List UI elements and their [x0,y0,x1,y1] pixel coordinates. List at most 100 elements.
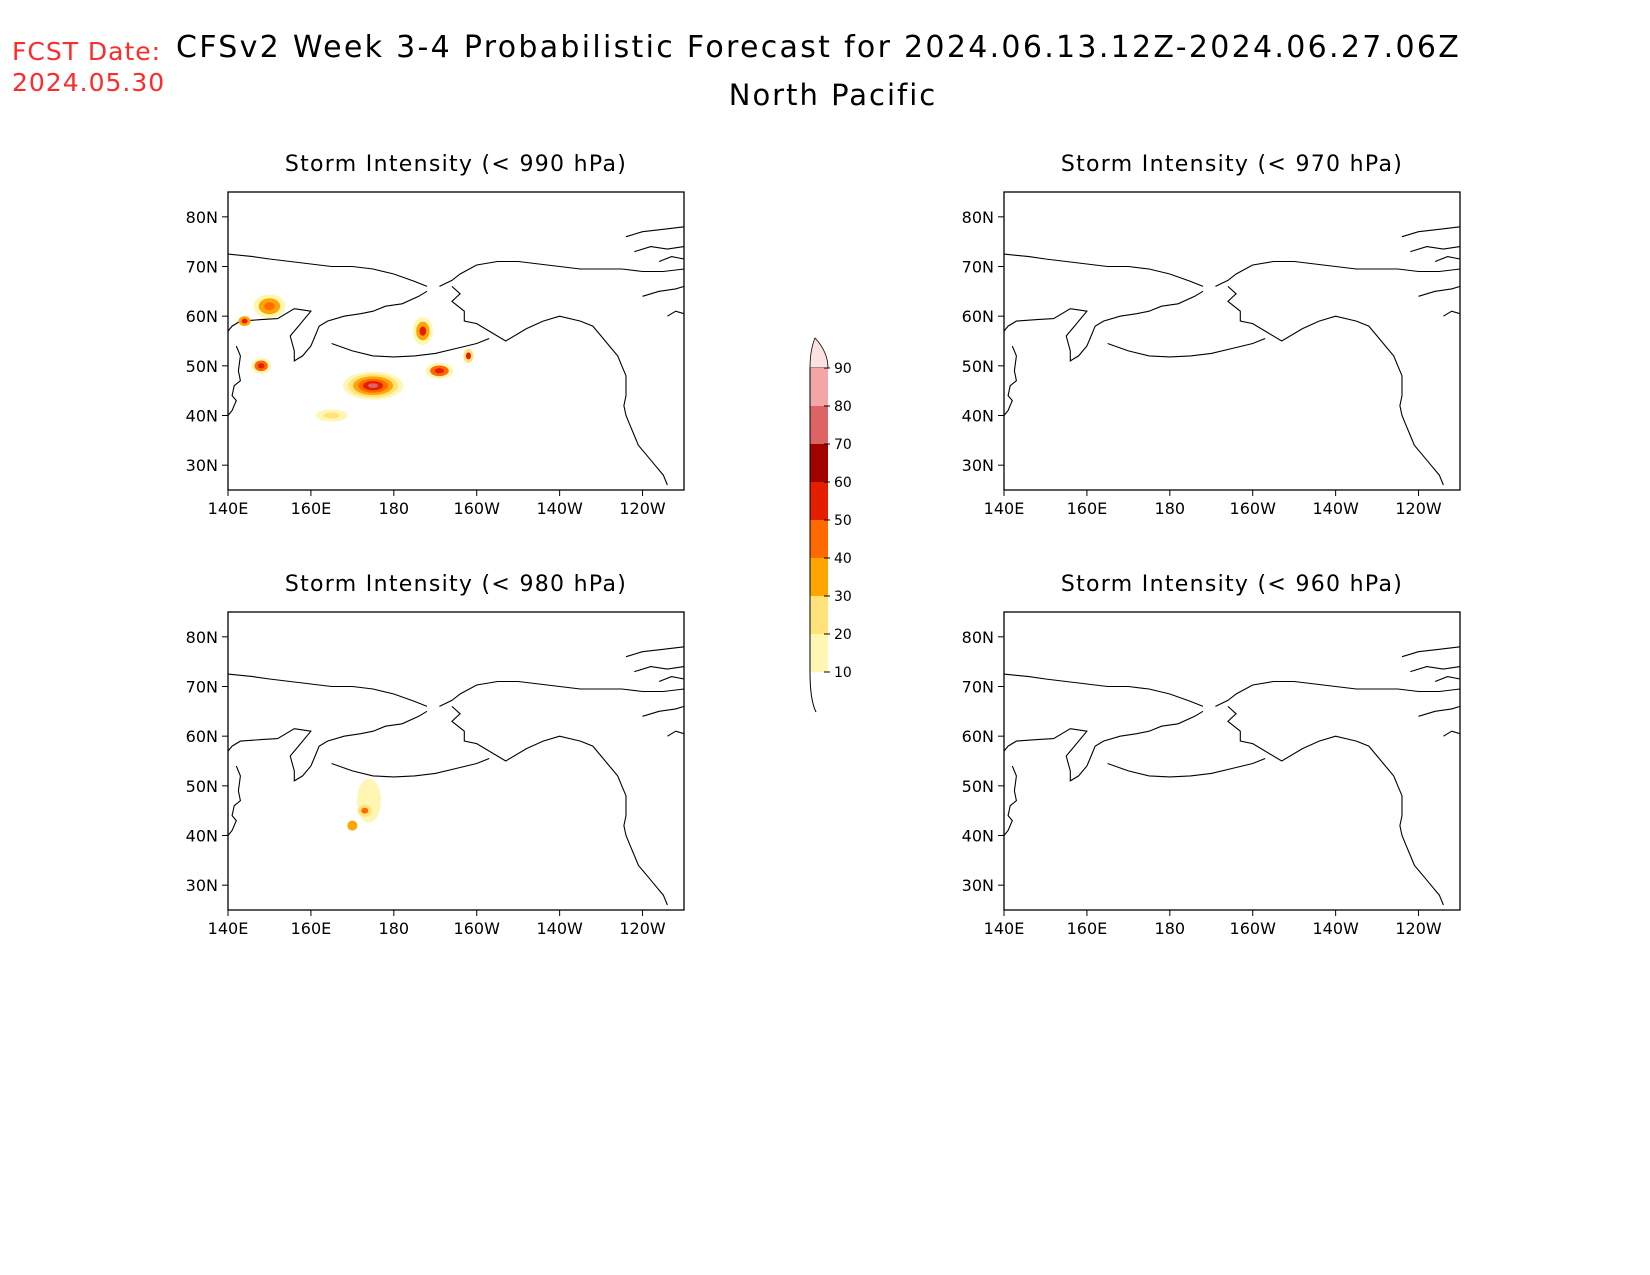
lat-label: 70N [186,258,218,277]
lon-label: 160E [1067,919,1108,938]
map-panel-980: 80N 70N 60N 50N 40N 30N 140E 160E 180 160W 140W 120… [186,611,685,938]
colorbar-label: 70 [834,437,852,453]
lon-label: 160W [454,919,501,938]
coastline-4 [1003,765,1018,836]
probability-contour [356,778,381,823]
colorbar-segment [810,444,828,482]
probability-contour [434,368,445,374]
fcst-date-value: 2024.05.30 [12,68,166,97]
coastline-2 [451,705,668,906]
fcst-date-label: FCST Date: 2024.05.30 [12,36,165,98]
coastline-3 [1003,290,1204,362]
lon-label: 160E [291,919,332,938]
lon-label: 160E [291,499,332,518]
panel-title-990: Storm Intensity (< 990 hPa) [284,152,628,177]
lat-label: 80N [186,628,218,647]
probability-contour [257,363,265,369]
coastline-0 [1003,673,1204,707]
coastline-5 [1107,337,1266,358]
lat-label: 80N [962,208,994,227]
probability-contour [361,807,369,814]
lon-label: 140E [984,919,1025,938]
probability-colorbar: 90 80 70 60 50 40 30 20 10 [809,337,852,713]
colorbar-label: 10 [834,665,852,681]
colorbar-segment [810,558,828,596]
panel-title-980: Storm Intensity (< 980 hPa) [284,572,628,597]
probability-contour [347,820,358,831]
fcst-label-text: FCST Date: [12,37,162,66]
lon-label: 160W [454,499,501,518]
coastline-1 [1215,260,1461,287]
map-frame [227,191,685,491]
lat-label: 60N [962,307,994,326]
coastline-5 [1107,757,1266,778]
colorbar-label: 90 [834,361,852,377]
lon-label: 160W [1230,499,1277,518]
lon-label: 120W [1395,499,1442,518]
coastline-10 [667,310,685,317]
lat-label: 60N [186,307,218,326]
lat-label: 80N [962,628,994,647]
lon-label: 140E [208,499,249,518]
lon-label: 180 [379,919,410,938]
lat-label: 50N [186,777,218,796]
probability-contour [241,318,248,324]
coastline-7 [1410,666,1461,673]
colorbar-segment [810,482,828,520]
lon-label: 140E [984,499,1025,518]
colorbar-top-arrow [809,337,829,369]
coastline-8 [1434,676,1461,683]
coastline-9 [1418,285,1461,297]
coastline-8 [658,256,685,263]
lat-label: 40N [962,827,994,846]
map-frame [227,611,685,911]
colorbar-segment [810,406,828,444]
coastline-6 [1401,646,1461,658]
coastline-9 [1418,705,1461,717]
coastline-6 [625,226,685,238]
coastline-5 [331,337,490,358]
coastline-3 [227,290,428,362]
lon-label: 120W [619,499,666,518]
map-panel-990: 80N 70N 60N 50N 40N 30N 140E 160E 180 160W 140W 120… [186,191,685,518]
colorbar-label: 60 [834,475,852,491]
lat-label: 40N [186,407,218,426]
coastline-6 [625,646,685,658]
lon-label: 140W [1312,499,1359,518]
colorbar-label: 20 [834,627,852,643]
colorbar-label: 50 [834,513,852,529]
probability-contour [419,326,427,336]
figure-title: CFSv2 Week 3-4 Probabilistic Forecast fo… [176,30,1462,65]
map-frame [1003,191,1461,491]
figure-subtitle: North Pacific [728,78,938,112]
lon-label: 180 [1155,499,1186,518]
coastline-6 [1401,226,1461,238]
map-panel-970: 80N 70N 60N 50N 40N 30N 140E 160E 180 160W 140W 120… [962,191,1461,518]
lon-label: 140W [1312,919,1359,938]
lat-label: 60N [962,727,994,746]
coastline-3 [227,710,428,782]
lon-label: 140W [536,499,583,518]
panel-title-960: Storm Intensity (< 960 hPa) [1060,572,1404,597]
lat-label: 40N [186,827,218,846]
coastline-1 [1215,680,1461,707]
colorbar-segment [810,520,828,558]
coastline-8 [1434,256,1461,263]
coastline-3 [1003,710,1204,782]
probability-contour [323,412,340,419]
lon-label: 120W [1395,919,1442,938]
coastline-1 [439,260,685,287]
lat-label: 60N [186,727,218,746]
colorbar-bottom-arrow [809,671,817,713]
colorbar-segment [810,596,828,634]
coastline-0 [1003,253,1204,287]
colorbar-segment [810,634,828,672]
lat-label: 70N [962,258,994,277]
lat-label: 70N [186,678,218,697]
coastline-7 [634,666,685,673]
coastline-7 [634,246,685,253]
probability-contour [465,352,471,360]
coastline-8 [658,676,685,683]
coastline-5 [331,757,490,778]
coastline-10 [1443,310,1461,317]
